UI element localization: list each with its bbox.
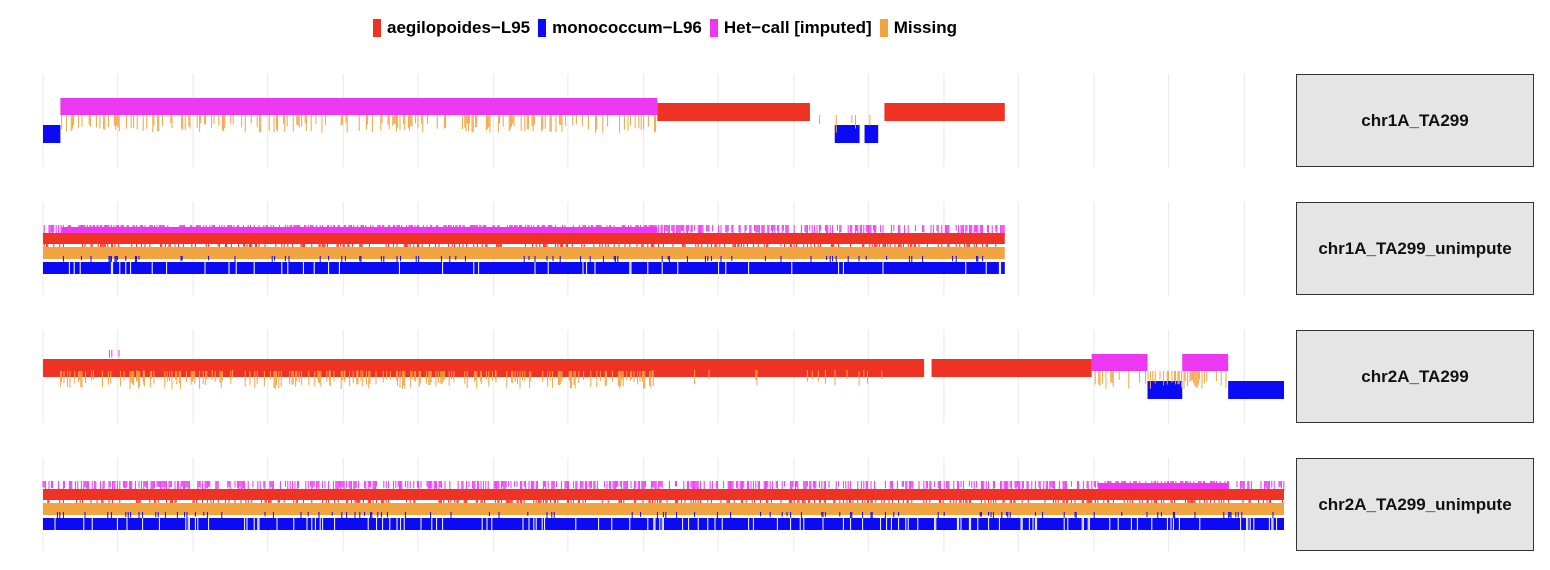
facet-strip-label: chr2A_TA299_unimpute: [1296, 458, 1534, 551]
legend-label: Het−call [imputed]: [723, 18, 872, 37]
genotype-block: [1228, 381, 1284, 399]
genotype-block: [657, 103, 810, 121]
genotype-block: [43, 233, 1005, 244]
missing-ticks: [59, 371, 654, 389]
facet-panel: [42, 74, 1245, 167]
het-ticks: [108, 350, 120, 358]
legend-item: Het−call [imputed]: [709, 18, 872, 38]
legend-key: [372, 19, 381, 37]
blue-gaps: [68, 262, 1002, 274]
facet-strip-label: chr2A_TA299: [1296, 330, 1534, 423]
missing-ticks: [1094, 371, 1227, 389]
genotype-block: [43, 125, 61, 143]
legend-item: Missing: [879, 18, 958, 38]
legend-key: [538, 19, 547, 37]
genotype-block: [1147, 381, 1183, 399]
blue-ticks: [56, 512, 1274, 520]
genotype-block: [43, 503, 1284, 515]
legend-label: monococcum−L96: [552, 18, 702, 37]
genotype-block: [834, 125, 860, 143]
facet-panel: [42, 330, 1284, 423]
facet-strip-label: chr1A_TA299_unimpute: [1296, 202, 1534, 295]
genotype-block: [1182, 354, 1229, 371]
genotype-block: [884, 103, 1005, 121]
blue-gaps: [54, 518, 1278, 530]
genotype-block: [60, 98, 658, 115]
missing-ticks: [92, 370, 865, 386]
facet-strip-label: chr1A_TA299: [1296, 74, 1534, 167]
legend-key: [709, 19, 718, 37]
genotype-block: [61, 227, 658, 236]
genotype-block: [43, 262, 1005, 274]
legend-key: [879, 19, 888, 37]
facet-panel: [42, 458, 1285, 551]
legend-label: Missing: [893, 18, 958, 37]
genotype-block: [43, 247, 1005, 259]
genotype-block: [931, 359, 1092, 377]
missing-ticks: [61, 115, 657, 133]
chart-legend: aegilopoides−L95 monococcum−L96 Het−call […: [0, 14, 1330, 42]
red-ticks: [43, 242, 997, 252]
genotype-block: [1091, 354, 1148, 371]
genotype-block: [864, 125, 879, 143]
legend-item: aegilopoides−L95: [372, 18, 531, 38]
legend-item: monococcum−L96: [538, 18, 702, 38]
blue-ticks: [62, 256, 984, 264]
missing-ticks: [811, 371, 883, 386]
missing-ticks: [819, 115, 871, 133]
genotype-block: [43, 489, 1284, 500]
legend-label: aegilopoides−L95: [386, 18, 531, 37]
facet-panel: [42, 202, 1245, 295]
genotype-block: [43, 359, 925, 377]
genotype-block: [1097, 483, 1229, 492]
red-ticks: [47, 498, 1284, 508]
